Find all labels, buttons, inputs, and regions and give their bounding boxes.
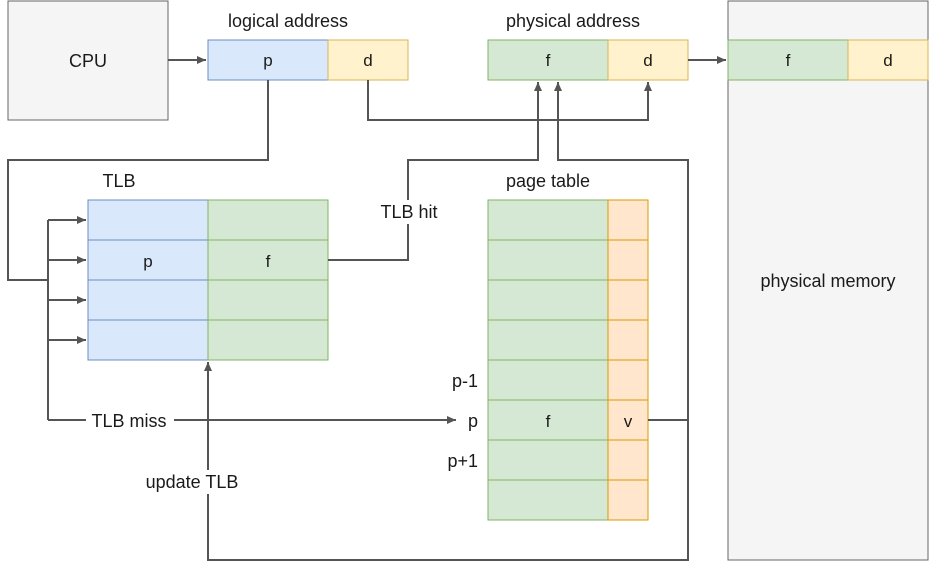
page-table-to-physical-arrow xyxy=(554,82,689,421)
update-tlb-label: update TLB xyxy=(146,472,239,492)
physical-d: d xyxy=(643,51,652,70)
tlb-miss-label: TLB miss xyxy=(91,411,166,431)
edge-label-tlb-hit: TLB hit xyxy=(373,200,445,224)
page-number-line xyxy=(7,80,269,281)
memory-f: f xyxy=(786,51,791,70)
physical-address-title: physical address xyxy=(506,11,640,31)
offset-copy-arrow xyxy=(367,80,652,121)
tlb-hit-label: TLB hit xyxy=(380,202,437,222)
page-table-valid-bit: v xyxy=(624,412,633,431)
tlb-title: TLB xyxy=(102,171,135,191)
update-tlb-arrow xyxy=(204,362,689,561)
physical-memory-frame-row: f d xyxy=(727,39,929,81)
tlb-table: p f xyxy=(87,199,329,361)
physical-memory-label: physical memory xyxy=(760,271,895,291)
row-label-p-minus-1: p-1 xyxy=(452,371,478,391)
page-table-title: page table xyxy=(506,171,590,191)
physical-memory: physical memory xyxy=(727,0,929,561)
logical-address-title: logical address xyxy=(228,11,348,31)
edge-label-update-tlb: update TLB xyxy=(138,470,246,494)
page-table: f v xyxy=(487,199,649,521)
tlb-p: p xyxy=(143,252,152,271)
logical-address: p d xyxy=(207,39,409,81)
logical-p: p xyxy=(263,51,272,70)
row-label-p: p xyxy=(468,411,478,431)
page-table-f: f xyxy=(546,412,551,431)
edge-label-tlb-miss: TLB miss xyxy=(86,409,174,431)
tlb-f: f xyxy=(266,252,271,271)
logical-d: d xyxy=(363,51,372,70)
tlb-hit-arrow xyxy=(328,82,542,261)
row-label-p-plus-1: p+1 xyxy=(447,451,478,471)
physical-address: f d xyxy=(487,39,689,81)
memory-d: d xyxy=(883,51,892,70)
cpu-box: CPU xyxy=(7,0,169,121)
physical-f: f xyxy=(546,51,551,70)
cpu-label: CPU xyxy=(69,51,107,71)
